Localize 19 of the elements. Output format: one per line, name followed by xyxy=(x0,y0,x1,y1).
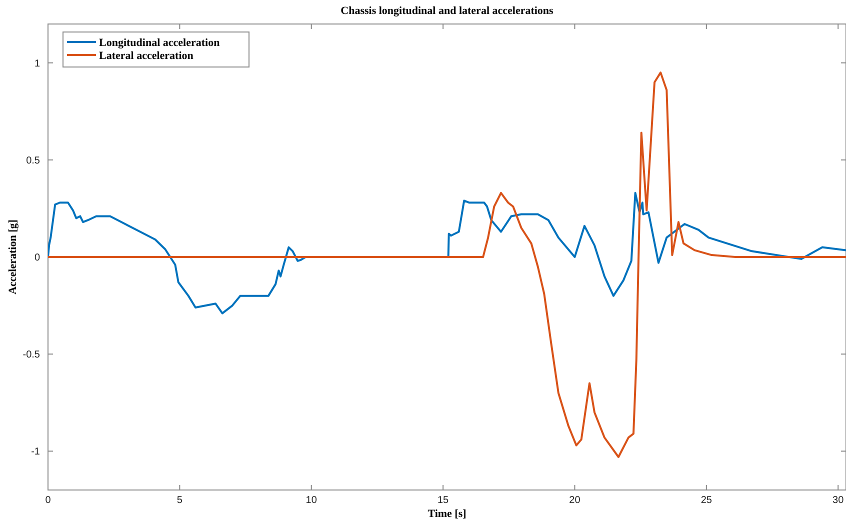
x-tick-label: 15 xyxy=(437,495,450,506)
y-tick-label: 0 xyxy=(34,252,40,264)
x-tick-label: 10 xyxy=(306,495,318,506)
line-series xyxy=(48,192,846,314)
y-axis-title: Acceleration [g] xyxy=(7,220,19,294)
x-axis-title: Time [s] xyxy=(428,508,466,520)
x-tick-label: 20 xyxy=(569,495,581,506)
legend-label: Longitudinal acceleration xyxy=(99,37,220,49)
x-tick-label: 0 xyxy=(45,495,52,506)
line-series xyxy=(48,72,846,458)
y-tick-label: -0.5 xyxy=(22,350,40,361)
y-tick-label: 1 xyxy=(34,58,40,70)
chart-title: Chassis longitudinal and lateral accelerations xyxy=(340,5,554,17)
y-tick-label: 0.5 xyxy=(26,155,40,166)
x-tick-label: 25 xyxy=(700,495,712,506)
x-tick-label: 5 xyxy=(176,495,183,506)
y-tick-label: -1 xyxy=(31,446,40,458)
x-tick-label: 30 xyxy=(832,495,844,506)
legend-label: Lateral acceleration xyxy=(99,50,194,62)
